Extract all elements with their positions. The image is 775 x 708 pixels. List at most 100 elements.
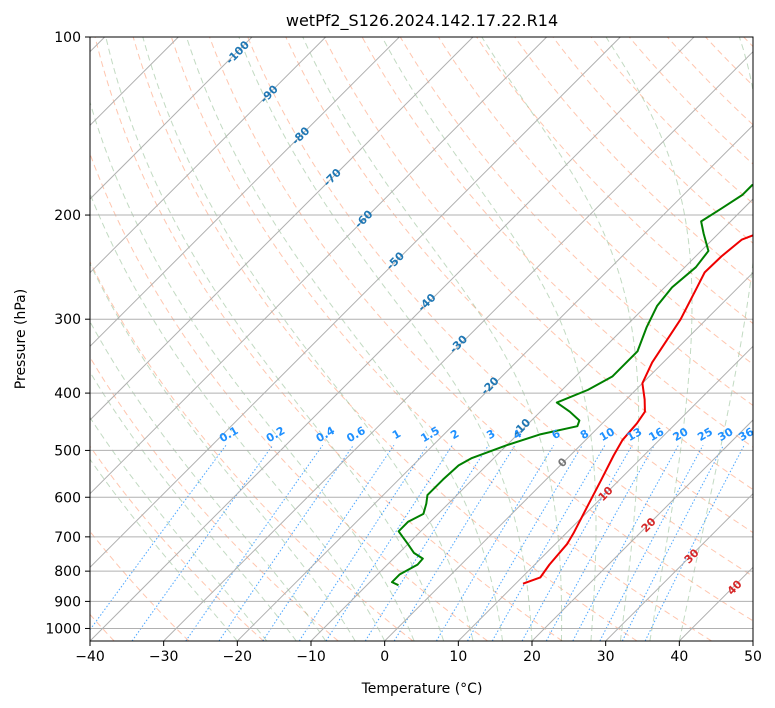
x-tick-label: −40 — [75, 649, 105, 665]
temperature-profile — [522, 234, 753, 585]
mixing-ratio-line — [572, 444, 679, 641]
moist-adiabat — [302, 37, 563, 641]
moist-adiabat-label: -20 — [478, 374, 501, 397]
theta-curve — [0, 37, 2, 641]
mixing-ratio-line — [262, 444, 395, 641]
mixing-ratio-line — [90, 444, 227, 631]
mixing-ratio-label: 0.6 — [344, 424, 368, 445]
isotherm-label: 40 — [725, 577, 745, 597]
mixing-ratio-line — [185, 444, 324, 641]
mixing-ratio-label: 16 — [647, 425, 667, 444]
moist-adiabat — [90, 320, 327, 641]
isotherm — [605, 492, 753, 641]
isotherm — [90, 37, 695, 641]
mixing-ratio-line — [644, 444, 745, 641]
y-tick-label: 600 — [54, 490, 81, 506]
y-tick-label: 500 — [54, 443, 81, 459]
moist-adiabat — [90, 458, 238, 641]
moist-adiabat — [481, 37, 640, 641]
moist-adiabat — [142, 37, 474, 641]
y-axis-label: Pressure (hPa) — [13, 289, 29, 389]
mixing-ratio-line — [435, 444, 555, 641]
isotherm — [384, 271, 753, 641]
moist-adiabat — [238, 37, 533, 641]
x-tick-label: 0 — [380, 649, 389, 665]
dry-adiabat — [323, 37, 753, 491]
y-tick-label: 400 — [54, 386, 81, 402]
chart-title: wetPf2_S126.2024.142.17.22.R14 — [286, 11, 558, 31]
mixing-ratio-line — [599, 444, 704, 641]
mixing-ratio-label: 1.5 — [418, 424, 441, 445]
mixing-ratio-label: 30 — [716, 425, 736, 444]
mixing-ratio-line — [393, 444, 516, 641]
dry-adiabat — [132, 37, 638, 641]
dry-adiabat — [514, 37, 753, 284]
dry-adiabat — [90, 152, 488, 641]
moist-adiabat — [90, 416, 268, 641]
isotherm — [457, 345, 753, 641]
moist-adiabat-label: -100 — [223, 38, 252, 67]
isotherm — [90, 37, 474, 421]
mixing-ratio-line — [545, 444, 655, 641]
mixing-ratio-line — [298, 444, 429, 641]
mixing-ratio-label: 25 — [695, 425, 715, 444]
mixing-ratio-line — [325, 444, 453, 641]
y-axis: 100 200 300 400 500 600 700 800 900 1000 — [45, 30, 90, 637]
x-tick-label: 40 — [670, 649, 688, 665]
isotherm — [90, 37, 548, 495]
dewpoint-profile — [390, 183, 753, 587]
moist-adiabat — [90, 371, 297, 641]
moist-adiabat — [381, 37, 597, 641]
mixing-ratio-label: 0.4 — [314, 424, 338, 445]
mixing-ratio-line — [131, 444, 274, 641]
mixing-ratio-line — [467, 444, 583, 641]
isotherm — [90, 37, 400, 348]
dry-adiabat — [438, 37, 753, 365]
y-tick-label: 100 — [54, 30, 81, 46]
y-tick-label: 1000 — [45, 621, 81, 637]
background-lines — [0, 37, 753, 641]
dry-adiabat — [90, 445, 264, 641]
x-tick-label: 20 — [523, 649, 541, 665]
mixing-ratio-label: 2 — [448, 427, 461, 442]
y-tick-label: 800 — [54, 564, 81, 580]
moist-adiabat-label: -50 — [384, 249, 407, 272]
mixing-ratio-line — [521, 444, 633, 641]
moist-adiabat — [90, 192, 386, 641]
x-tick-label: 30 — [597, 649, 615, 665]
isotherm — [752, 640, 753, 641]
x-tick-label: −10 — [296, 649, 326, 665]
moist-adiabat-label: -40 — [415, 291, 438, 314]
mixing-ratio-line — [491, 444, 606, 641]
mixing-ratio-label: 10 — [597, 425, 617, 444]
dry-adiabat — [90, 260, 414, 641]
mixing-ratio-label: 0.2 — [264, 424, 287, 445]
x-axis: −40 −30 −20 −10 0 10 20 30 40 50 — [75, 641, 762, 665]
moist-adiabat — [186, 37, 504, 641]
dry-adiabat — [667, 37, 753, 126]
moist-adiabat-label: -90 — [258, 82, 281, 105]
mixing-ratio-line — [218, 444, 354, 641]
isotherm — [90, 37, 327, 274]
y-tick-label: 900 — [54, 594, 81, 610]
isotherm-label: 20 — [639, 515, 659, 535]
plot-frame — [89, 36, 754, 642]
isotherm — [90, 37, 621, 569]
isotherm — [90, 37, 253, 200]
moist-adiabat — [105, 37, 445, 641]
isotherm — [531, 419, 753, 641]
mixing-ratio-label: 8 — [578, 427, 591, 442]
x-tick-label: −20 — [223, 649, 253, 665]
isotherm — [163, 50, 753, 641]
dry-adiabat — [552, 37, 753, 244]
mixing-ratio-label: 0.1 — [217, 424, 240, 445]
isotherm — [236, 124, 753, 641]
mixing-ratio-line — [364, 444, 489, 641]
dry-adiabat — [94, 37, 563, 641]
moist-adiabat — [605, 37, 693, 641]
y-tick-label: 700 — [54, 530, 81, 546]
mixing-ratio-label: 1 — [390, 427, 403, 442]
moist-adiabat — [678, 37, 753, 641]
dry-adiabat — [285, 37, 753, 534]
